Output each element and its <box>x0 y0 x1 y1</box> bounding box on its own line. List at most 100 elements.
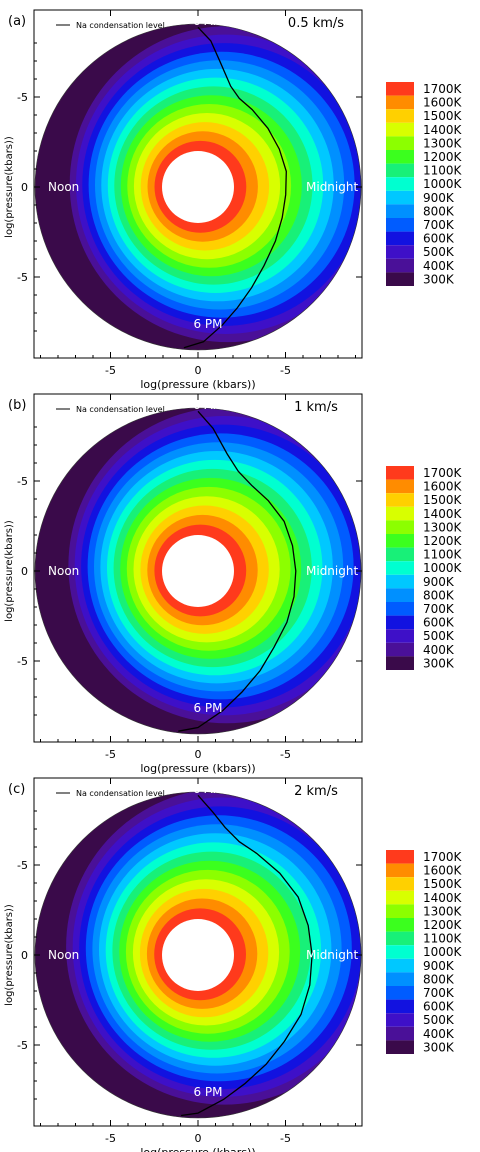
colorbar-label: 1200K <box>423 150 463 164</box>
x-tick-label: -5 <box>105 1132 116 1145</box>
colorbar-label: 400K <box>423 643 455 657</box>
colorbar-swatch <box>386 1026 414 1041</box>
colorbar-swatch <box>386 1013 414 1027</box>
colorbar-label: 1200K <box>423 534 463 548</box>
colorbar-label: 500K <box>423 1013 455 1027</box>
colorbar-label: 700K <box>423 986 455 1000</box>
colorbar-label: 800K <box>423 972 455 986</box>
colorbar-label: 900K <box>423 959 455 973</box>
colorbar-label: 900K <box>423 575 455 589</box>
colorbar-label: 700K <box>423 218 455 232</box>
colorbar-label: 1600K <box>423 480 463 494</box>
colorbar-label: 700K <box>423 602 455 616</box>
legend-text: Na condensation level <box>76 21 165 30</box>
colorbar-swatch <box>386 136 414 150</box>
y-axis-label: log(pressure(kbars)) <box>4 520 15 622</box>
colorbar-label: 1400K <box>423 891 463 905</box>
colorbar-swatch <box>386 493 414 507</box>
legend-text: Na condensation level <box>76 405 165 414</box>
colorbar-label: 1400K <box>423 123 463 137</box>
planet-interior <box>162 919 234 991</box>
colorbar-label: 500K <box>423 245 455 259</box>
colorbar-swatch <box>386 561 414 575</box>
colorbar-label: 800K <box>423 204 455 218</box>
colorbar-swatch <box>386 177 414 191</box>
colorbar-swatch <box>386 945 414 959</box>
colorbar-label: 1500K <box>423 109 463 123</box>
colorbar-swatch <box>386 642 414 657</box>
colorbar-swatch <box>386 602 414 616</box>
colorbar-label: 800K <box>423 588 455 602</box>
colorbar-swatch <box>386 520 414 534</box>
planet-interior <box>162 535 234 607</box>
colorbar-swatch <box>386 150 414 164</box>
colorbar-label: 1100K <box>423 932 463 946</box>
colorbar-swatch <box>386 656 414 670</box>
colorbar-swatch <box>386 122 414 137</box>
label-midnight: Midnight <box>306 564 358 578</box>
label-noon: Noon <box>48 180 79 194</box>
y-tick-label: -5 <box>17 1039 28 1052</box>
label-6am: 6 AM <box>193 14 223 28</box>
colorbar-label: 600K <box>423 616 455 630</box>
x-tick-label: -5 <box>280 748 291 761</box>
label-6pm: 6 PM <box>193 317 222 331</box>
colorbar-label: 600K <box>423 1000 455 1014</box>
colorbar-swatch <box>386 163 414 178</box>
colorbar-swatch <box>386 231 414 246</box>
colorbar-label: 1000K <box>423 945 463 959</box>
y-tick-label: -5 <box>17 91 28 104</box>
x-tick-label: 0 <box>195 748 202 761</box>
colorbar-swatch <box>386 245 414 259</box>
panel-label: (c) <box>8 782 25 797</box>
speed-label: 1 km/s <box>294 400 338 415</box>
planet-interior <box>162 151 234 223</box>
colorbar-swatch <box>386 629 414 643</box>
colorbar-swatch <box>386 574 414 589</box>
colorbar-label: 400K <box>423 1027 455 1041</box>
colorbar-swatch <box>386 82 414 96</box>
colorbar-swatch <box>386 918 414 932</box>
colorbar-swatch <box>386 272 414 286</box>
colorbar-swatch <box>386 958 414 973</box>
x-tick-label: -5 <box>105 364 116 377</box>
y-tick-label: -5 <box>17 655 28 668</box>
label-6am: 6 AM <box>193 398 223 412</box>
label-6am: 6 AM <box>193 782 223 796</box>
x-tick-label: -5 <box>280 1132 291 1145</box>
na-condensation-line <box>181 794 313 1117</box>
na-condensation-line <box>183 26 287 349</box>
colorbar-swatch <box>386 506 414 521</box>
colorbar-label: 1600K <box>423 96 463 110</box>
y-axis-label: log(pressure(kbars)) <box>4 136 15 238</box>
colorbar-swatch <box>386 931 414 946</box>
label-noon: Noon <box>48 564 79 578</box>
legend-text: Na condensation level <box>76 789 165 798</box>
colorbar-swatch <box>386 218 414 232</box>
colorbar-swatch <box>386 972 414 986</box>
colorbar-label: 1500K <box>423 493 463 507</box>
colorbar-label: 1600K <box>423 864 463 878</box>
colorbar-swatch <box>386 986 414 1000</box>
colorbar-swatch <box>386 877 414 891</box>
colorbar-swatch <box>386 258 414 273</box>
x-tick-label: 0 <box>195 364 202 377</box>
x-axis-label: log(pressure (kbars)) <box>140 1146 255 1152</box>
panel-c: -5 0 -5 -5 0 -5 log(pressure (kbars)) log(press… <box>4 777 463 1152</box>
colorbar-swatch <box>386 479 414 494</box>
na-condensation-line <box>178 410 297 732</box>
label-midnight: Midnight <box>306 180 358 194</box>
panel-a: -5 0 -5 -5 0 -5 log(pressure (kbars)) log(press… <box>4 9 463 391</box>
colorbar-swatch <box>386 904 414 918</box>
speed-label: 0.5 km/s <box>288 16 344 31</box>
colorbar-swatch <box>386 615 414 630</box>
x-tick-label: -5 <box>280 364 291 377</box>
y-tick-label: 0 <box>21 949 28 962</box>
y-tick-label: 0 <box>21 181 28 194</box>
colorbar-swatch <box>386 863 414 878</box>
colorbar-swatch <box>386 534 414 548</box>
colorbar-label: 600K <box>423 232 455 246</box>
colorbar-swatch <box>386 95 414 110</box>
colorbar-swatch <box>386 850 414 864</box>
x-axis-label: log(pressure (kbars)) <box>140 378 255 391</box>
